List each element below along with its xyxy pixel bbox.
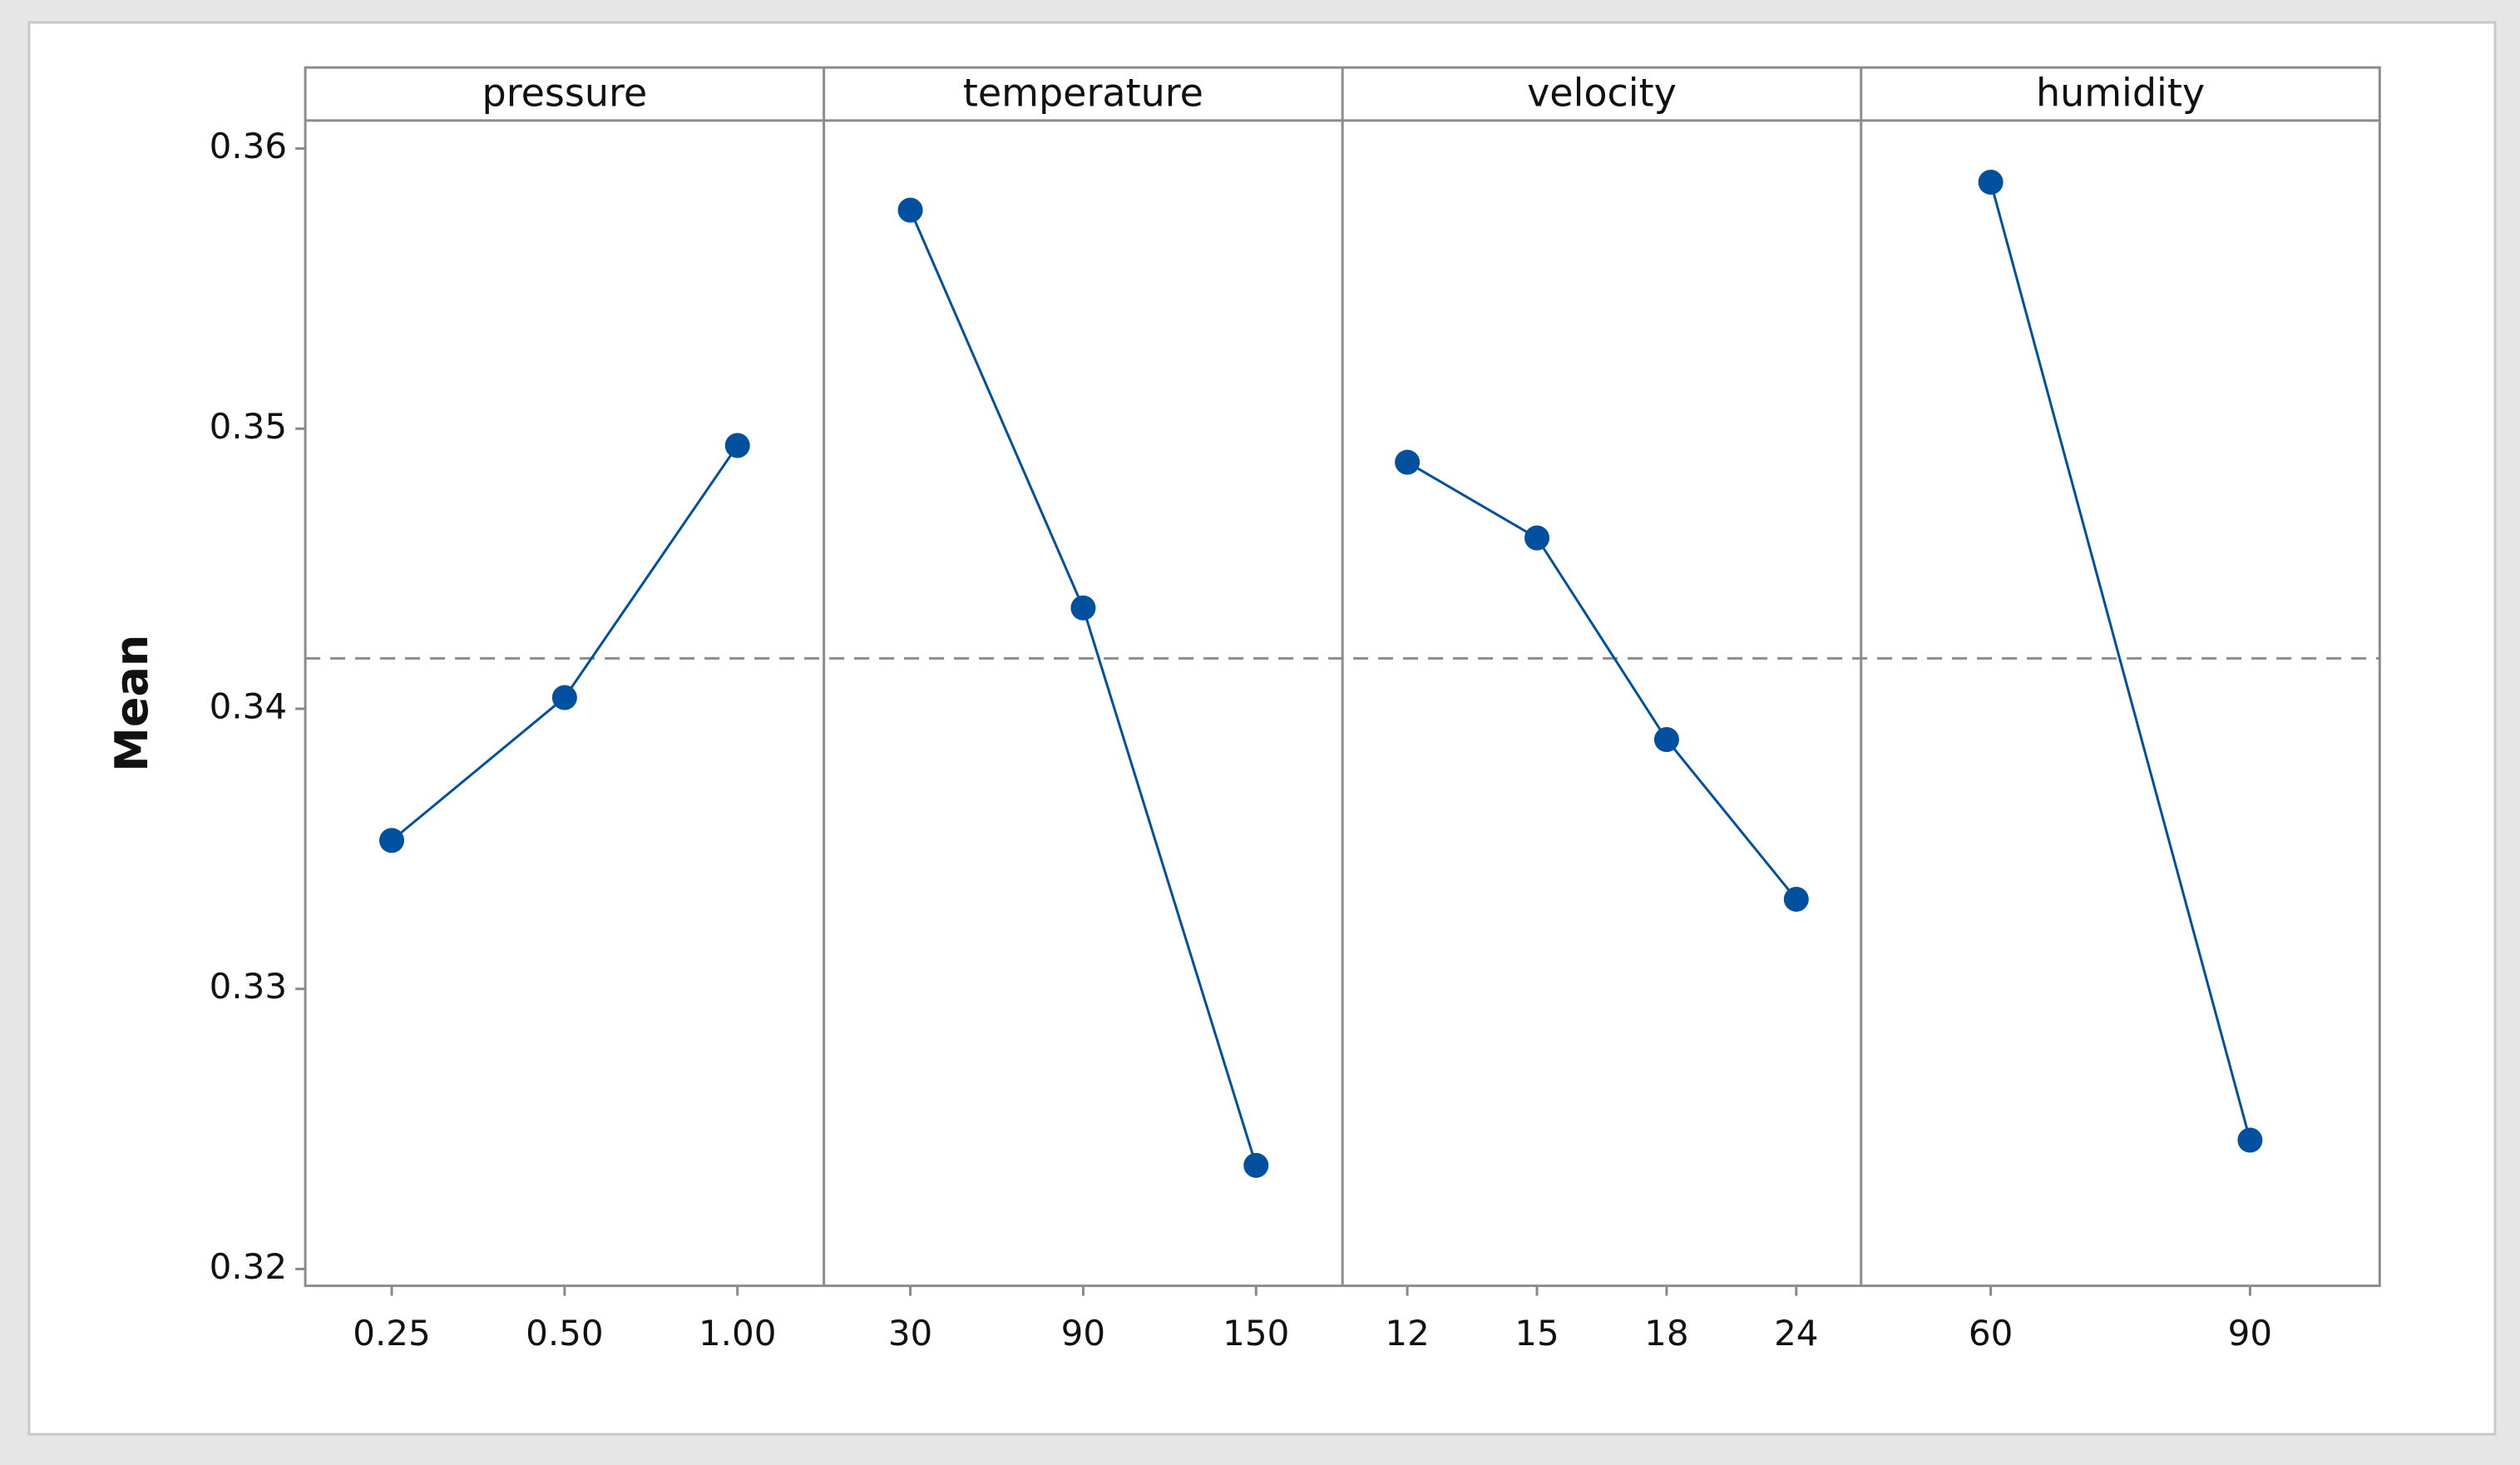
x-tick-label: 1.00: [699, 1313, 777, 1354]
y-tick-label: 0.32: [210, 1246, 288, 1287]
x-tick-label: 12: [1385, 1313, 1429, 1354]
data-point: [379, 828, 405, 854]
x-tick-label: 30: [888, 1313, 932, 1354]
plot-frame: [304, 66, 2381, 1288]
data-point: [1978, 169, 2004, 195]
data-point: [724, 433, 750, 458]
x-tick-label: 24: [1774, 1313, 1818, 1354]
x-tick-label: 18: [1644, 1313, 1688, 1354]
data-point: [897, 197, 923, 223]
data-line: [1406, 461, 1797, 900]
x-tick-label: 15: [1514, 1313, 1559, 1354]
x-tick-label: 0.50: [526, 1313, 604, 1354]
x-tick-label: 0.25: [353, 1313, 431, 1354]
data-point: [1395, 449, 1421, 475]
panel-title: temperature: [963, 71, 1203, 116]
panel-title: velocity: [1527, 71, 1677, 116]
data-point: [551, 685, 577, 710]
data-point: [1070, 595, 1096, 621]
data-point: [1243, 1152, 1269, 1178]
chart-area: [27, 21, 2497, 1436]
y-tick-label: 0.35: [210, 406, 288, 447]
data-point: [1653, 727, 1679, 753]
panel-title: humidity: [2036, 71, 2205, 116]
y-tick-label: 0.34: [210, 685, 288, 726]
data-line: [1989, 181, 2251, 1141]
panel-title: pressure: [482, 71, 648, 116]
x-tick-label: 150: [1223, 1313, 1289, 1354]
x-tick-label: 60: [1969, 1313, 2013, 1354]
x-tick-label: 90: [1061, 1313, 1105, 1354]
data-point: [2237, 1127, 2263, 1153]
data-point: [1783, 886, 1809, 912]
data-point: [1524, 525, 1550, 551]
y-tick-label: 0.36: [210, 126, 288, 166]
y-axis-label: Mean: [106, 635, 158, 772]
x-tick-label: 90: [2228, 1313, 2272, 1354]
y-tick-label: 0.33: [210, 966, 288, 1007]
